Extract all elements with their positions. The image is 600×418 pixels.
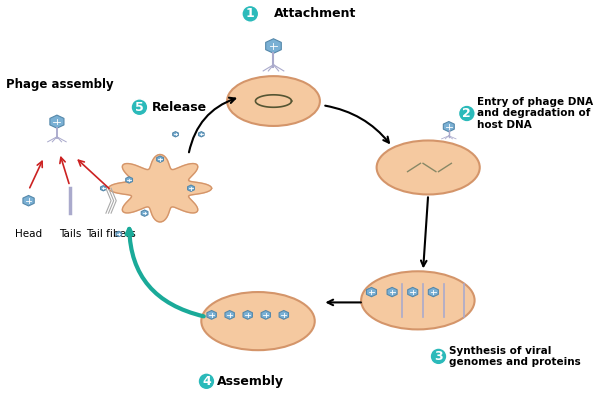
Polygon shape	[157, 156, 163, 162]
Polygon shape	[225, 311, 235, 319]
Ellipse shape	[227, 76, 320, 126]
Polygon shape	[188, 185, 194, 191]
Polygon shape	[101, 186, 106, 191]
Polygon shape	[50, 115, 64, 128]
Text: Release: Release	[152, 101, 208, 114]
Ellipse shape	[202, 292, 315, 350]
Polygon shape	[261, 311, 271, 319]
Polygon shape	[116, 231, 122, 237]
Polygon shape	[279, 311, 289, 319]
Text: Tail fibers: Tail fibers	[86, 229, 136, 239]
Text: Attachment: Attachment	[274, 8, 356, 20]
Polygon shape	[199, 132, 204, 137]
Text: 2: 2	[463, 107, 471, 120]
Polygon shape	[243, 311, 253, 319]
Polygon shape	[141, 210, 148, 216]
Polygon shape	[173, 132, 178, 137]
Polygon shape	[126, 177, 133, 183]
Polygon shape	[266, 39, 281, 53]
Text: Tails: Tails	[59, 229, 81, 239]
Text: 4: 4	[202, 375, 211, 388]
Text: 5: 5	[135, 101, 144, 114]
Text: 3: 3	[434, 350, 443, 363]
Text: Head: Head	[15, 229, 42, 239]
Polygon shape	[109, 155, 212, 222]
Polygon shape	[207, 311, 217, 319]
Ellipse shape	[377, 140, 480, 194]
Polygon shape	[367, 288, 376, 297]
Polygon shape	[428, 288, 439, 297]
Text: 1: 1	[246, 8, 254, 20]
Text: Phage assembly: Phage assembly	[5, 78, 113, 91]
Text: Synthesis of viral
genomes and proteins: Synthesis of viral genomes and proteins	[449, 346, 581, 367]
Polygon shape	[23, 196, 34, 206]
Polygon shape	[408, 288, 418, 297]
Ellipse shape	[361, 271, 475, 329]
Polygon shape	[387, 288, 397, 297]
Polygon shape	[443, 122, 454, 132]
Text: Entry of phage DNA
and degradation of
host DNA: Entry of phage DNA and degradation of ho…	[477, 97, 593, 130]
Text: Assembly: Assembly	[217, 375, 284, 388]
